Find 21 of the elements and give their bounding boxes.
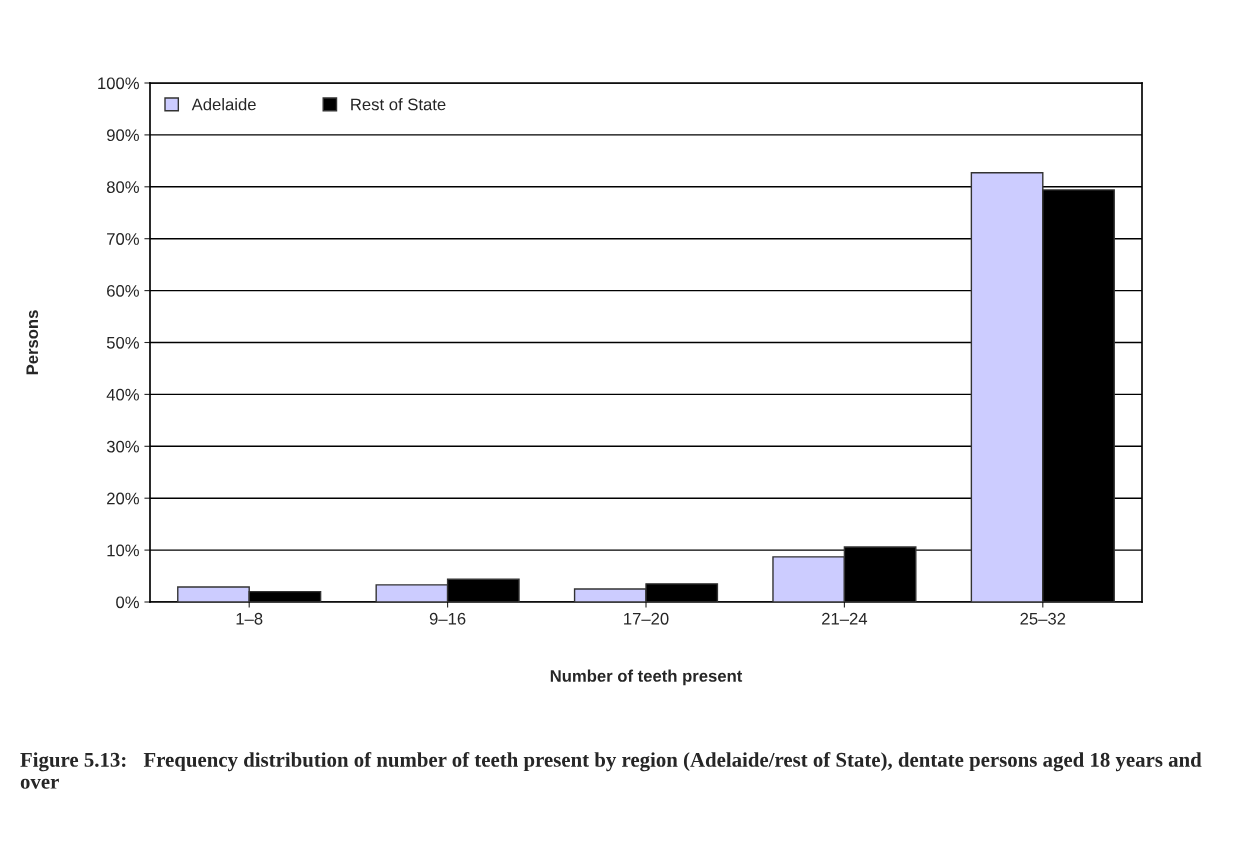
x-tick-label: 17–20: [624, 612, 669, 625]
y-tick-label: 60%: [107, 285, 139, 297]
legend-label: Rest of State: [351, 98, 446, 111]
y-axis-title: Persons: [26, 310, 39, 375]
legend-label: Adelaide: [191, 98, 256, 111]
y-tick-label: 100%: [98, 77, 139, 90]
x-tick-label: 1–8: [236, 612, 263, 625]
x-tick-label: 25–32: [1020, 612, 1066, 625]
y-tick-label: 80%: [106, 181, 139, 193]
caption: Figure 5.13: Frequency distribution of number of teeth present by region (Adelaide/rest of State), dentate persons aged 18 years and over: [20, 752, 1202, 789]
y-tick-label: 10%: [107, 544, 139, 557]
y-tick-label: 70%: [107, 233, 139, 245]
y-tick-label: 50%: [106, 336, 139, 349]
x-tick-label: 9–16: [429, 612, 466, 625]
y-tick-label: 40%: [106, 388, 139, 401]
y-tick-label: 30%: [106, 440, 139, 453]
y-tick-label: 0%: [116, 596, 139, 609]
x-axis-title: Number of teeth present: [550, 669, 743, 686]
y-tick-label: 90%: [107, 129, 139, 142]
x-tick-label: 21–24: [822, 612, 868, 625]
y-tick-label: 20%: [107, 492, 139, 505]
